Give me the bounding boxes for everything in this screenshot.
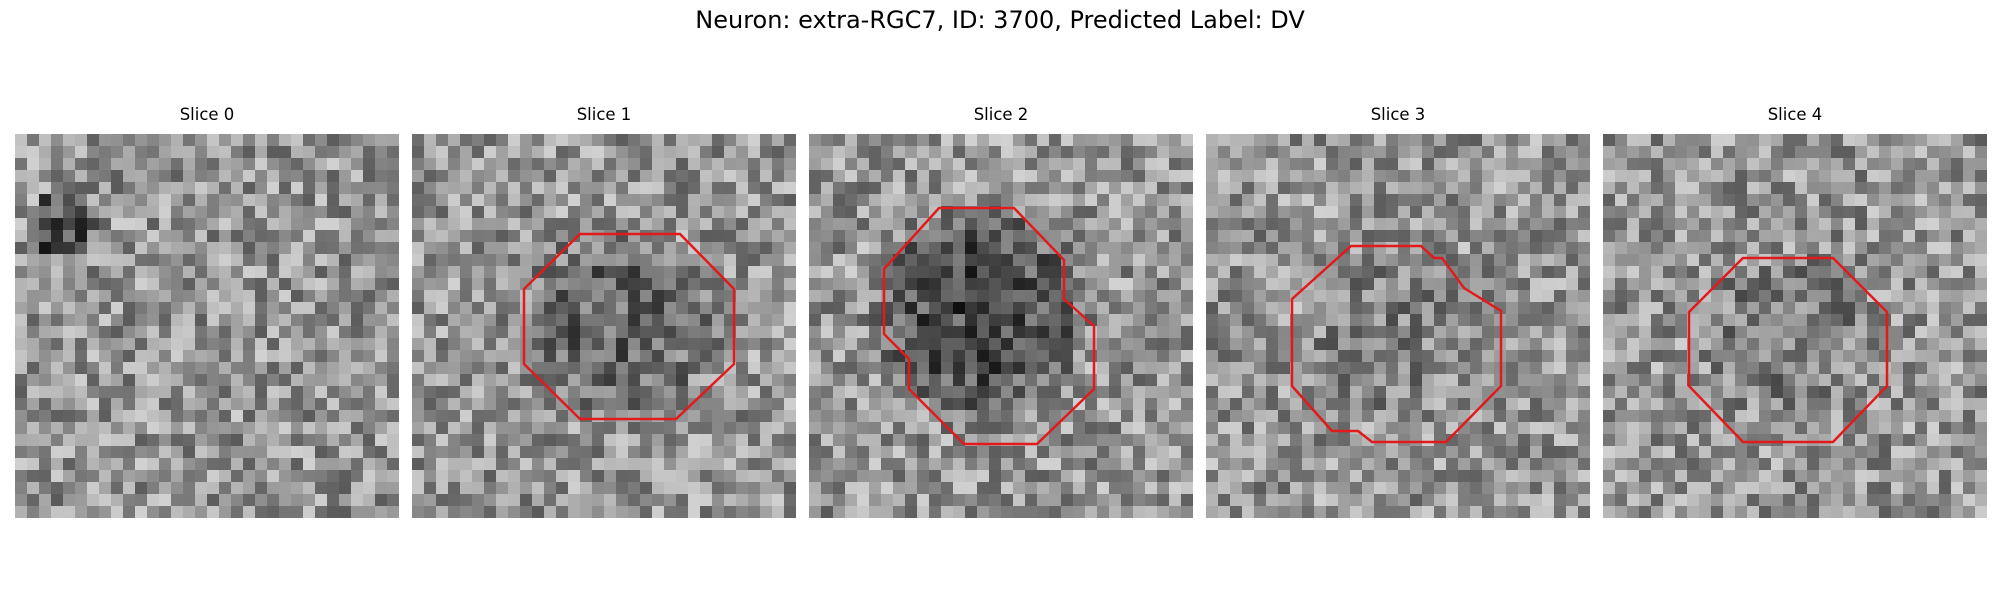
pixel-grid bbox=[15, 134, 399, 518]
pixel-grid bbox=[1603, 134, 1987, 518]
roi-outline bbox=[1290, 244, 1503, 444]
pixel-grid bbox=[809, 134, 1193, 518]
slice-title: Slice 1 bbox=[576, 105, 632, 124]
slice-title: Slice 3 bbox=[1370, 105, 1426, 124]
slice-image bbox=[412, 134, 796, 518]
pixel-grid bbox=[1206, 134, 1590, 518]
slice-image bbox=[15, 134, 399, 518]
slice-title: Slice 2 bbox=[973, 105, 1029, 124]
slice-image bbox=[809, 134, 1193, 518]
slice-title: Slice 4 bbox=[1767, 105, 1823, 124]
roi-outline bbox=[882, 206, 1096, 446]
slice-image bbox=[1603, 134, 1987, 518]
slice-title: Slice 0 bbox=[179, 105, 235, 124]
slice-image bbox=[1206, 134, 1590, 518]
suptitle: Neuron: extra-RGC7, ID: 3700, Predicted … bbox=[695, 6, 1305, 34]
pixel-grid bbox=[412, 134, 796, 518]
roi-outline bbox=[1687, 256, 1889, 444]
roi-outline bbox=[522, 232, 736, 421]
